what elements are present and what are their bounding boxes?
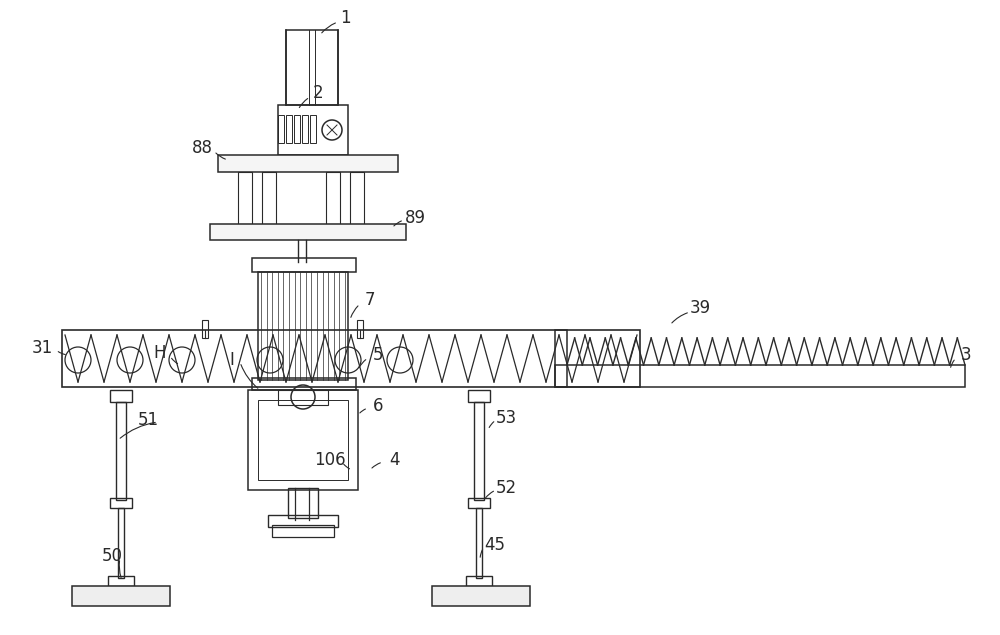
Bar [210, 224, 406, 240]
Bar [218, 155, 398, 172]
Text: 1: 1 [340, 9, 350, 27]
Text: 106: 106 [314, 451, 346, 469]
Bar [288, 488, 318, 518]
Bar [474, 402, 484, 500]
Text: 5: 5 [373, 346, 383, 364]
Bar [357, 320, 363, 338]
Text: 45: 45 [484, 536, 506, 554]
Bar [468, 390, 490, 402]
Text: 51: 51 [137, 411, 159, 429]
Bar [278, 390, 328, 405]
Bar [555, 330, 567, 387]
Bar [108, 576, 134, 586]
Bar [466, 576, 492, 586]
Bar [252, 378, 356, 390]
Bar [555, 365, 965, 387]
Bar [468, 498, 490, 508]
Bar [252, 258, 356, 272]
Bar [268, 515, 338, 527]
Bar [350, 172, 364, 224]
Bar [286, 30, 338, 105]
Bar [278, 105, 348, 155]
Bar [272, 525, 334, 537]
Bar [238, 172, 252, 224]
Text: 6: 6 [373, 397, 383, 415]
Text: I: I [230, 351, 234, 369]
Bar [432, 586, 530, 606]
Bar [110, 498, 132, 508]
Text: 50: 50 [102, 547, 122, 565]
Bar [118, 508, 124, 578]
Bar [310, 115, 316, 143]
Text: H: H [154, 344, 166, 362]
Bar [110, 390, 132, 402]
Bar [294, 115, 300, 143]
Bar [62, 330, 640, 387]
Bar [278, 115, 284, 143]
Text: 7: 7 [365, 291, 375, 309]
Text: 52: 52 [495, 479, 517, 497]
Bar [258, 400, 348, 480]
Text: 88: 88 [192, 139, 212, 157]
Text: 89: 89 [404, 209, 426, 227]
Bar [72, 586, 170, 606]
Text: 31: 31 [31, 339, 53, 357]
Text: 53: 53 [495, 409, 517, 427]
Text: 2: 2 [313, 84, 323, 102]
Bar [262, 172, 276, 224]
Bar [202, 320, 208, 338]
Bar [326, 172, 340, 224]
Bar [286, 115, 292, 143]
Bar [258, 272, 348, 380]
Text: 4: 4 [390, 451, 400, 469]
Text: 3: 3 [961, 346, 971, 364]
Bar [248, 390, 358, 490]
Bar [116, 402, 126, 500]
Bar [476, 508, 482, 578]
Bar [302, 115, 308, 143]
Text: 39: 39 [689, 299, 711, 317]
